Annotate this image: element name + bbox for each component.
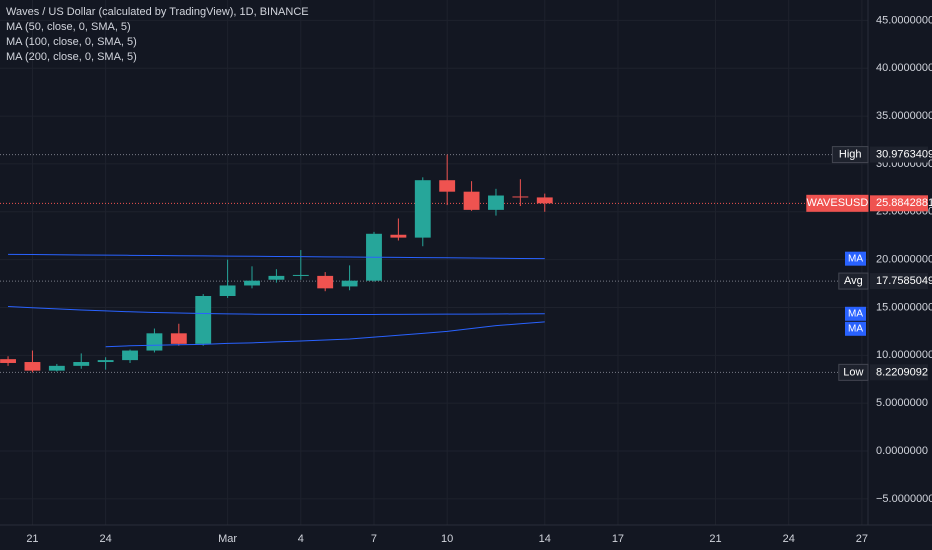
legend: Waves / US Dollar (calculated by Trading… bbox=[6, 6, 309, 63]
price-value: 25.8842881 bbox=[876, 197, 932, 209]
candle-body bbox=[341, 280, 358, 287]
candle-body bbox=[292, 274, 309, 276]
y-tick-label: −5.0000000 bbox=[876, 493, 932, 505]
price-label-box bbox=[838, 363, 869, 381]
candle-body bbox=[170, 333, 187, 344]
price-label: Low bbox=[843, 366, 863, 378]
y-tick-label: 5.0000000 bbox=[876, 397, 928, 409]
candle-body bbox=[488, 195, 504, 210]
candle-body bbox=[268, 275, 285, 280]
candle-body bbox=[390, 234, 407, 238]
candle-body bbox=[97, 360, 114, 363]
candle-body bbox=[317, 275, 334, 289]
y-tick-label: 15.0000000 bbox=[876, 301, 932, 313]
x-tick-label: 10 bbox=[441, 533, 453, 545]
x-tick-label: Mar bbox=[218, 533, 237, 545]
ma-line bbox=[105, 321, 545, 348]
chart-title: Waves / US Dollar (calculated by Trading… bbox=[6, 6, 309, 18]
price-label-box bbox=[831, 146, 869, 164]
candle-body bbox=[414, 180, 431, 238]
ma-line bbox=[8, 253, 545, 260]
price-value: 8.2209092 bbox=[876, 366, 928, 378]
price-label-box bbox=[838, 272, 869, 290]
ma-badge-box bbox=[845, 321, 866, 336]
y-tick-label: 40.0000000 bbox=[876, 62, 932, 74]
candle-body bbox=[48, 365, 65, 371]
x-tick-label: 4 bbox=[298, 533, 304, 545]
price-value-box bbox=[870, 273, 928, 290]
candle-body bbox=[24, 362, 41, 371]
ma-badge: MA bbox=[848, 308, 863, 319]
candle-body bbox=[439, 180, 456, 192]
price-label: High bbox=[839, 148, 862, 160]
candle-body bbox=[122, 350, 138, 361]
candle-body bbox=[219, 285, 236, 296]
x-tick-label: 7 bbox=[371, 533, 377, 545]
y-tick-label: 35.0000000 bbox=[876, 110, 932, 122]
price-value-box bbox=[870, 195, 928, 212]
x-tick-label: 24 bbox=[783, 533, 795, 545]
price-label: WAVESUSD bbox=[807, 197, 869, 209]
candle-body bbox=[73, 362, 90, 366]
candle-body bbox=[536, 197, 553, 204]
x-tick-label: 27 bbox=[856, 533, 868, 545]
ma-badge-box bbox=[845, 251, 866, 266]
price-value-box bbox=[870, 146, 928, 163]
y-tick-label: 20.0000000 bbox=[876, 254, 932, 266]
price-value: 17.7585049 bbox=[876, 275, 932, 287]
x-tick-label: 24 bbox=[100, 533, 112, 545]
y-tick-label: 45.0000000 bbox=[876, 14, 932, 26]
axes: −5.0000000 0.0000000 5.0000000 10.0000000 15… bbox=[26, 14, 932, 545]
price-value-box bbox=[870, 364, 928, 381]
y-tick-label: 10.0000000 bbox=[876, 349, 932, 361]
plot bbox=[0, 154, 553, 373]
x-tick-label: 17 bbox=[612, 533, 624, 545]
x-tick-label: 21 bbox=[26, 533, 38, 545]
x-tick-label: 21 bbox=[709, 533, 721, 545]
legend-entry: MA (50, close, 0, SMA, 5) bbox=[6, 21, 131, 33]
ma-badge-box bbox=[845, 306, 866, 321]
legend-entry: MA (100, close, 0, SMA, 5) bbox=[6, 36, 137, 48]
price-label-box bbox=[806, 194, 869, 212]
ma-badge: MA bbox=[848, 323, 863, 334]
candle-body bbox=[463, 191, 480, 210]
ma-line bbox=[8, 306, 545, 316]
price-label: Avg bbox=[844, 275, 863, 287]
y-tick-label: 0.0000000 bbox=[876, 445, 928, 457]
x-tick-label: 14 bbox=[539, 533, 551, 545]
candle-body bbox=[244, 280, 260, 286]
price-lines bbox=[0, 154, 868, 373]
price-value: 30.9763409 bbox=[876, 148, 932, 160]
legend-entry: MA (200, close, 0, SMA, 5) bbox=[6, 51, 137, 63]
candle-body bbox=[512, 196, 529, 198]
candle-body bbox=[195, 295, 212, 344]
candle-body bbox=[0, 359, 16, 363]
candle-body bbox=[146, 333, 163, 351]
ma-badge: MA bbox=[848, 253, 863, 264]
